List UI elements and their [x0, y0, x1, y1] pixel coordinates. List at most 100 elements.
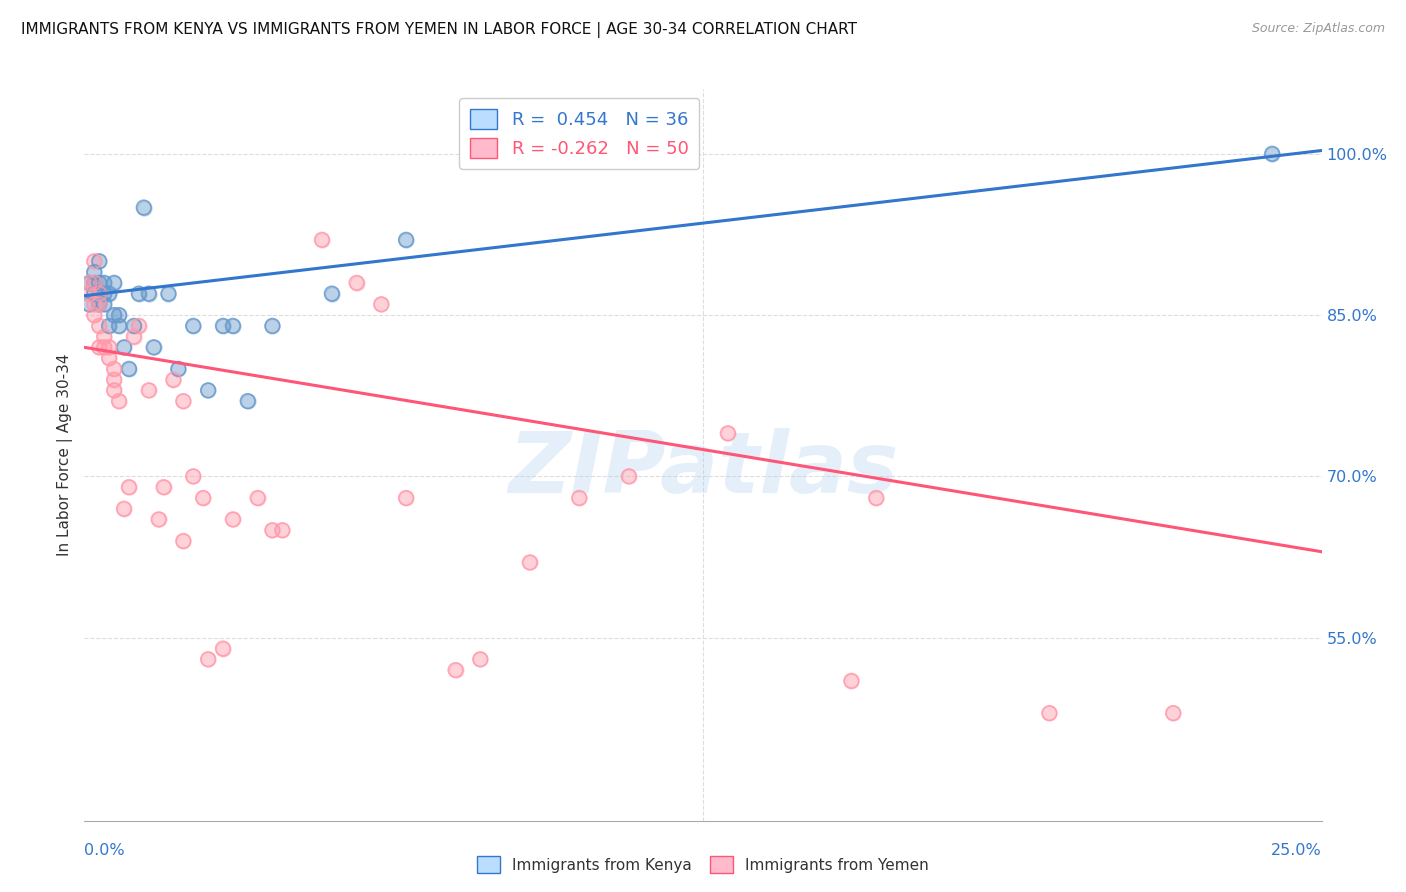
Point: [212, 318, 235, 333]
Point: [172, 533, 194, 548]
Point: [93, 286, 115, 301]
Point: [93, 276, 115, 290]
Point: [717, 426, 740, 441]
Point: [197, 652, 219, 666]
Point: [89, 276, 111, 290]
Point: [262, 523, 284, 537]
Point: [118, 362, 141, 376]
Point: [83, 254, 105, 268]
Point: [122, 318, 145, 333]
Point: [197, 652, 219, 666]
Point: [262, 523, 284, 537]
Point: [103, 276, 125, 290]
Point: [181, 318, 204, 333]
Point: [321, 286, 343, 301]
Point: [79, 276, 101, 290]
Point: [83, 254, 105, 268]
Point: [79, 276, 101, 290]
Point: [212, 641, 235, 656]
Point: [93, 297, 115, 311]
Point: [181, 469, 204, 483]
Text: 25.0%: 25.0%: [1271, 843, 1322, 857]
Point: [262, 318, 284, 333]
Point: [617, 469, 640, 483]
Point: [98, 340, 121, 354]
Point: [138, 286, 160, 301]
Point: [83, 286, 105, 301]
Point: [93, 340, 115, 354]
Point: [262, 318, 284, 333]
Point: [108, 318, 131, 333]
Point: [142, 340, 165, 354]
Point: [103, 308, 125, 322]
Point: [271, 523, 294, 537]
Point: [172, 394, 194, 409]
Point: [841, 673, 863, 688]
Point: [79, 286, 101, 301]
Point: [112, 340, 135, 354]
Point: [112, 340, 135, 354]
Legend: Immigrants from Kenya, Immigrants from Yemen: Immigrants from Kenya, Immigrants from Y…: [471, 850, 935, 879]
Point: [321, 286, 343, 301]
Point: [103, 308, 125, 322]
Point: [93, 297, 115, 311]
Point: [79, 297, 101, 311]
Point: [98, 286, 121, 301]
Point: [148, 512, 170, 526]
Point: [162, 373, 184, 387]
Point: [108, 318, 131, 333]
Point: [112, 501, 135, 516]
Point: [93, 286, 115, 301]
Text: Source: ZipAtlas.com: Source: ZipAtlas.com: [1251, 22, 1385, 36]
Point: [370, 297, 392, 311]
Point: [103, 373, 125, 387]
Point: [83, 297, 105, 311]
Point: [841, 673, 863, 688]
Point: [122, 329, 145, 343]
Point: [1161, 706, 1184, 720]
Point: [1261, 146, 1284, 161]
Point: [79, 286, 101, 301]
Point: [79, 297, 101, 311]
Point: [83, 308, 105, 322]
Point: [89, 276, 111, 290]
Point: [89, 297, 111, 311]
Point: [103, 373, 125, 387]
Point: [395, 233, 418, 247]
Point: [395, 491, 418, 505]
Point: [346, 276, 368, 290]
Y-axis label: In Labor Force | Age 30-34: In Labor Force | Age 30-34: [58, 353, 73, 557]
Point: [148, 512, 170, 526]
Point: [444, 663, 467, 677]
Point: [568, 491, 591, 505]
Point: [79, 276, 101, 290]
Point: [83, 265, 105, 279]
Point: [98, 351, 121, 365]
Point: [519, 556, 541, 570]
Point: [172, 394, 194, 409]
Point: [118, 480, 141, 494]
Point: [83, 276, 105, 290]
Point: [98, 286, 121, 301]
Point: [311, 233, 333, 247]
Point: [191, 491, 214, 505]
Point: [108, 308, 131, 322]
Point: [162, 373, 184, 387]
Point: [346, 276, 368, 290]
Point: [246, 491, 269, 505]
Point: [83, 286, 105, 301]
Point: [98, 340, 121, 354]
Point: [128, 318, 150, 333]
Point: [717, 426, 740, 441]
Point: [103, 362, 125, 376]
Point: [89, 318, 111, 333]
Point: [89, 286, 111, 301]
Point: [181, 318, 204, 333]
Point: [93, 276, 115, 290]
Point: [138, 286, 160, 301]
Point: [89, 286, 111, 301]
Point: [128, 286, 150, 301]
Point: [112, 501, 135, 516]
Point: [103, 362, 125, 376]
Point: [167, 362, 190, 376]
